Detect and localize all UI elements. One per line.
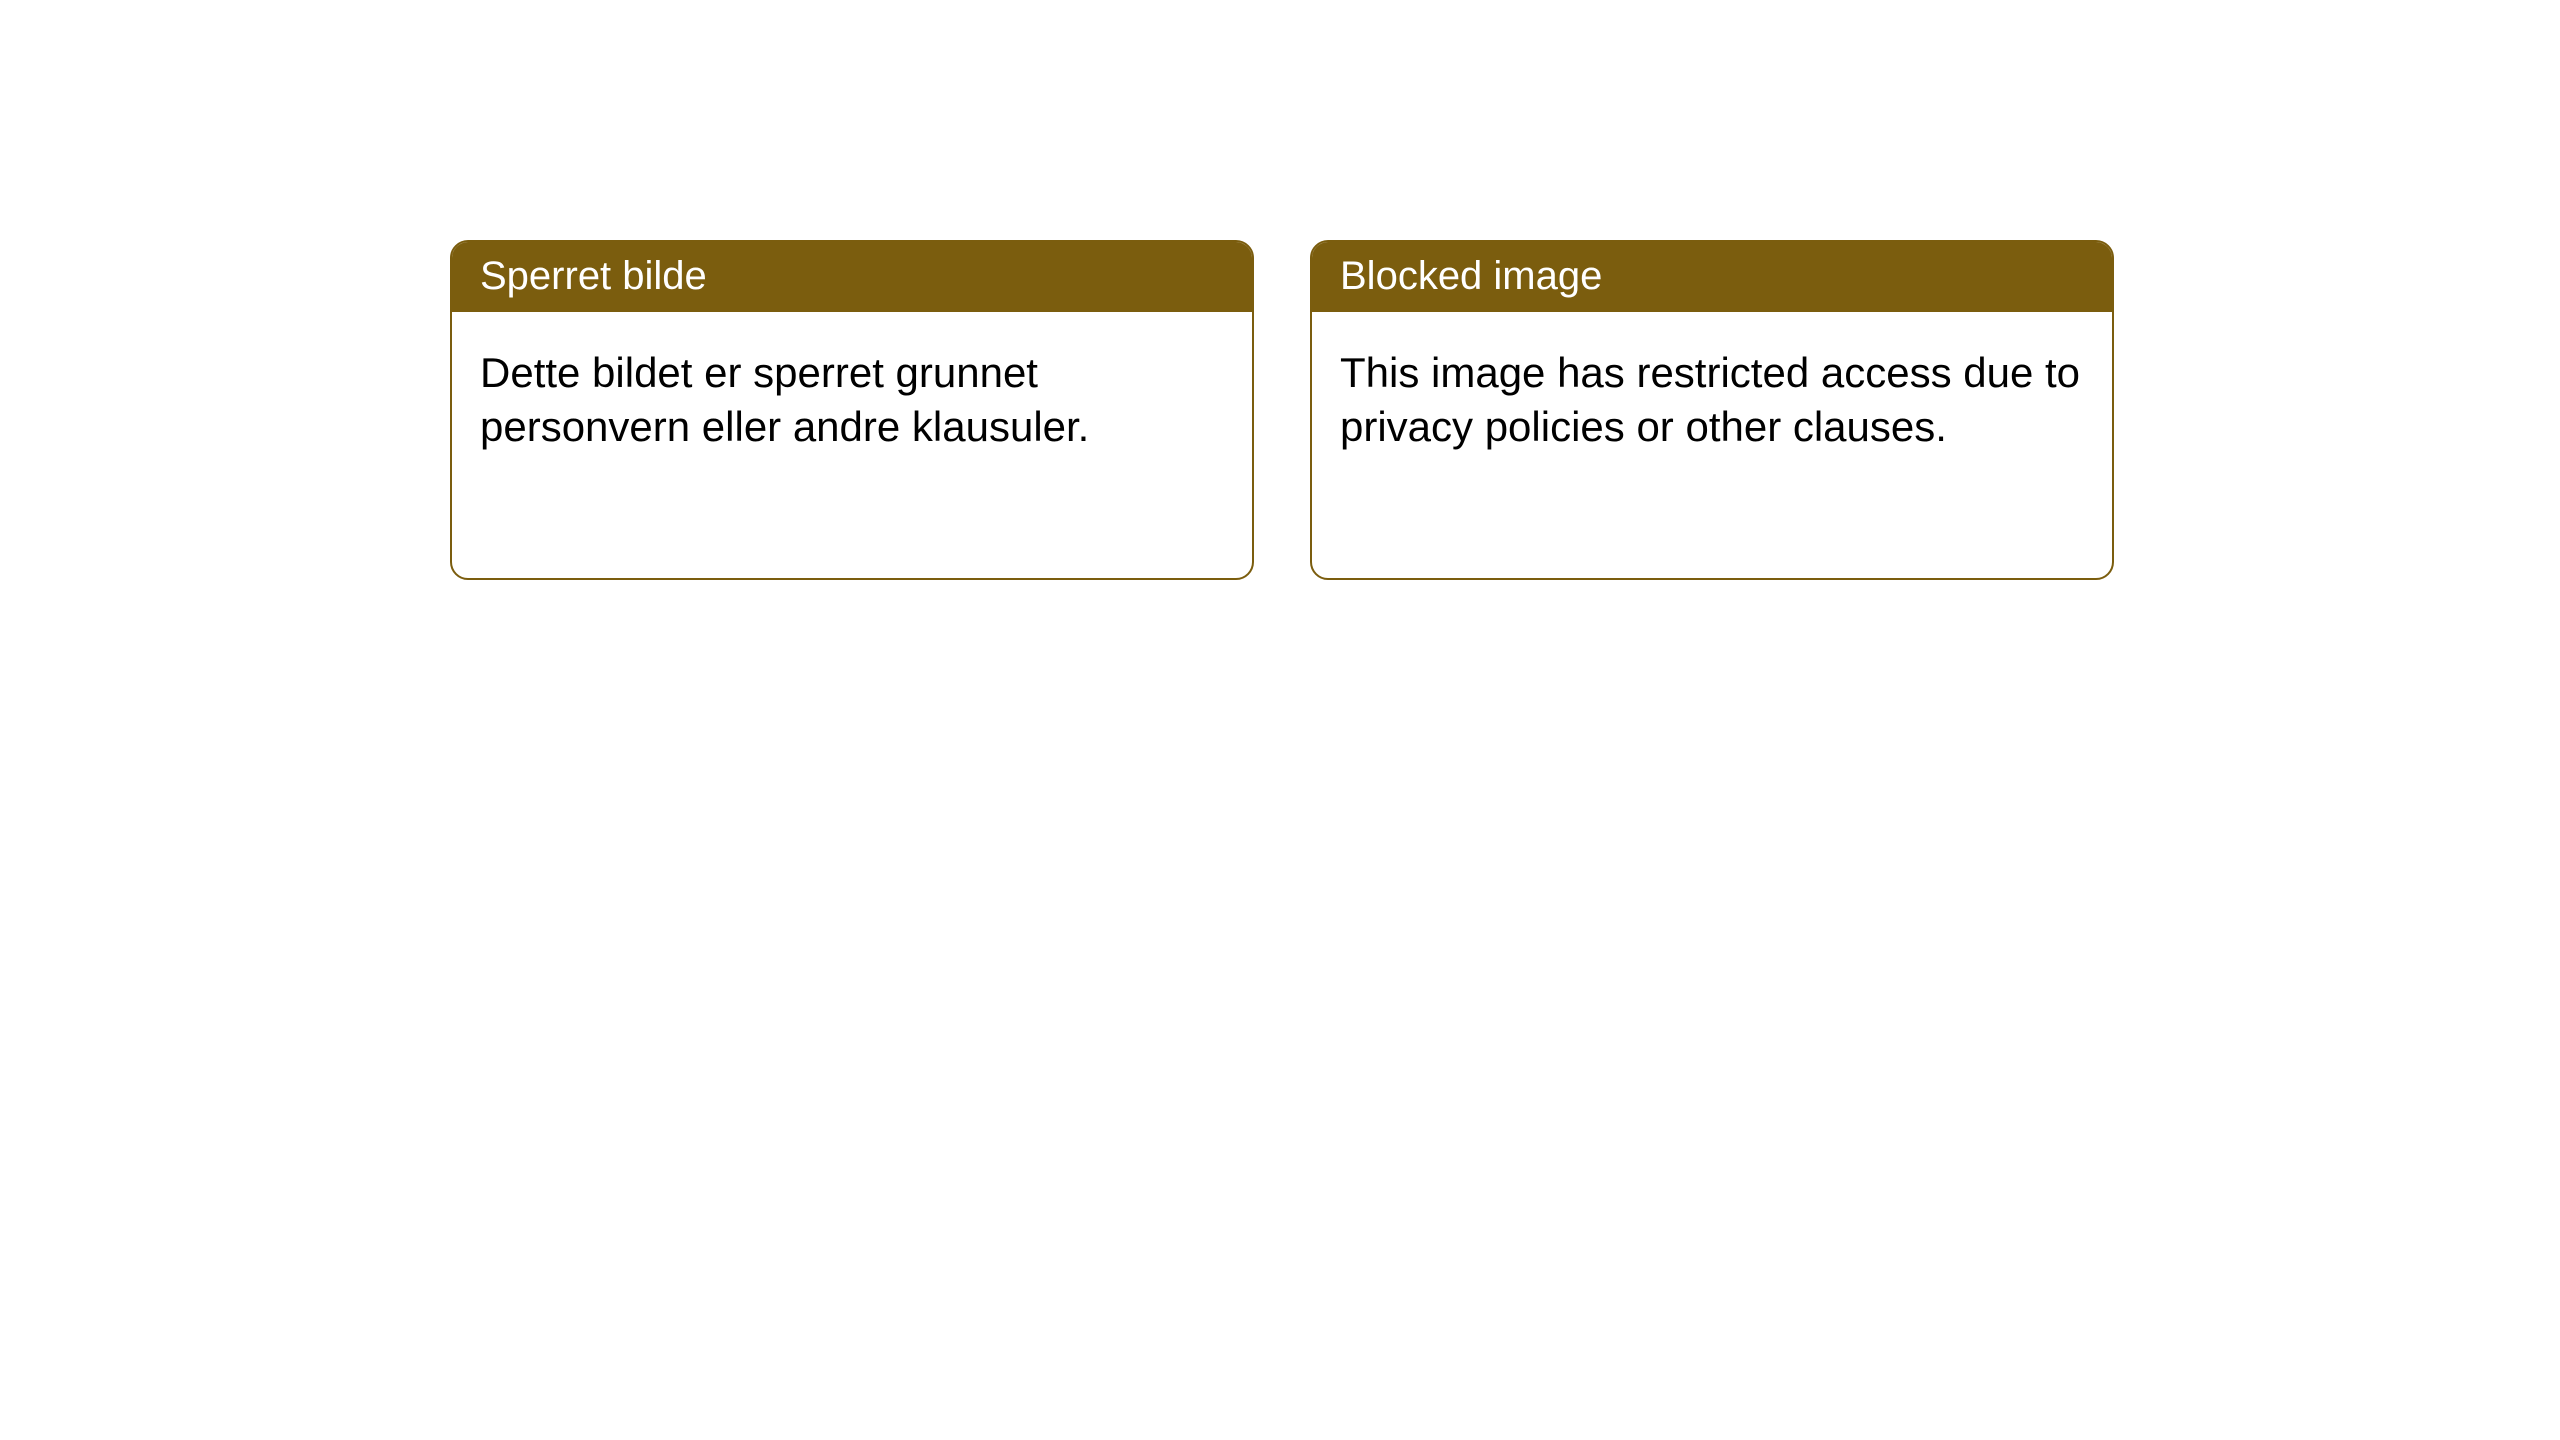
notice-body-norwegian: Dette bildet er sperret grunnet personve…	[452, 312, 1252, 488]
notice-body-english: This image has restricted access due to …	[1312, 312, 2112, 488]
notice-header-english: Blocked image	[1312, 242, 2112, 312]
notice-container: Sperret bilde Dette bildet er sperret gr…	[450, 240, 2114, 580]
notice-header-norwegian: Sperret bilde	[452, 242, 1252, 312]
notice-box-norwegian: Sperret bilde Dette bildet er sperret gr…	[450, 240, 1254, 580]
notice-box-english: Blocked image This image has restricted …	[1310, 240, 2114, 580]
